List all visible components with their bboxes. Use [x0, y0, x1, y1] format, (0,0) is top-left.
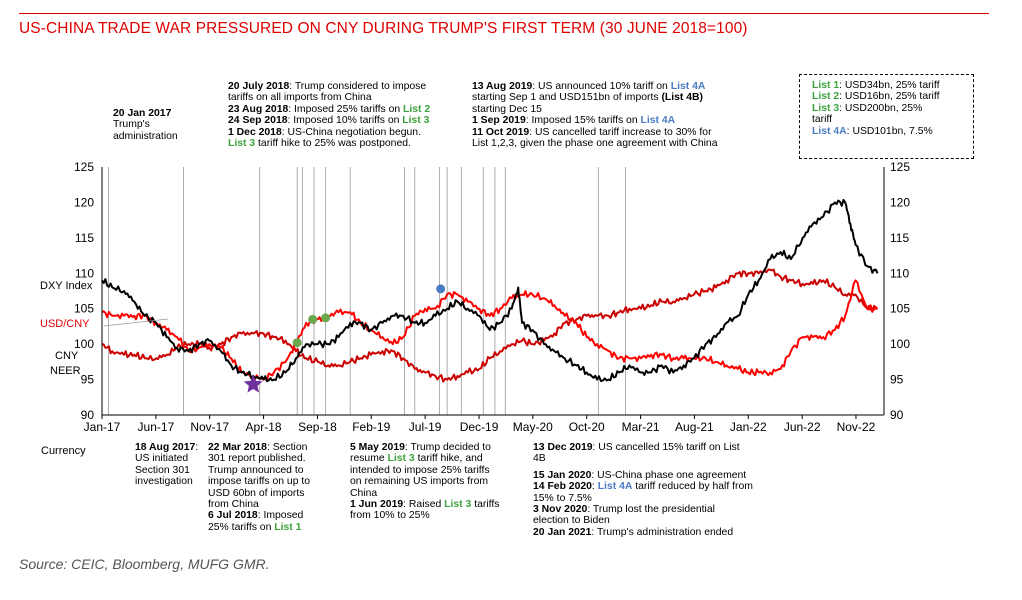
series-line-cneer: [101, 268, 878, 383]
x-tick-label: Jul-19: [409, 420, 442, 434]
x-tick-label: Jun-17: [138, 420, 175, 434]
y-tick-label-right: 100: [890, 337, 910, 351]
cneer-series-label-1: CNY: [55, 350, 79, 362]
x-tick-label: Oct-20: [569, 420, 605, 434]
dxy-series-label: DXY Index: [40, 280, 93, 292]
annotation-may2019: 5 May 2019: Trump decided to resume List…: [350, 442, 500, 522]
x-tick-label: Dec-19: [460, 420, 499, 434]
source-note: Source: CEIC, Bloomberg, MUFG GMR.: [19, 556, 270, 572]
y-tick-label-left: 105: [74, 302, 94, 316]
y-tick-label-left: 125: [74, 160, 94, 174]
chart-title: US-CHINA TRADE WAR PRESSURED ON CNY DURI…: [19, 20, 748, 37]
x-tick-label: Apr-18: [246, 420, 282, 434]
event-dot-marker: [292, 338, 302, 348]
annotation-jul2018: 20 July 2018: Trump considered to impose…: [228, 81, 431, 150]
star-marker: [243, 374, 263, 393]
y-tick-label-right: 110: [890, 266, 909, 280]
axis-ticks: 90 90 95 95 100 100 105 105 110 110 115 115 120 120 12…: [74, 160, 910, 434]
y-tick-label-left: 110: [75, 266, 94, 280]
x-tick-label: Aug-21: [675, 420, 714, 434]
usdcny-series-label: USD/CNY: [40, 318, 90, 330]
annotation-dec2019: 13 Dec 2019: US cancelled 15% tariff on …: [533, 442, 753, 538]
annotation-aug2019: 13 Aug 2019: US announced 10% tariff on …: [472, 81, 718, 150]
annotation-jan2017: 20 Jan 2017 Trump's administration: [113, 108, 178, 142]
y-tick-label-right: 125: [890, 160, 910, 174]
y-tick-label-left: 115: [75, 231, 94, 245]
x-tick-label: Nov-17: [190, 420, 229, 434]
y-tick-label-left: 120: [74, 195, 94, 209]
event-dot-marker: [321, 313, 331, 323]
x-tick-label: Jun-22: [784, 420, 821, 434]
y-tick-label-left: 95: [81, 373, 95, 387]
event-dot-marker: [308, 314, 318, 324]
title-rule: [19, 13, 989, 14]
series-line-dxy: [101, 198, 879, 383]
y-tick-label-left: 90: [81, 408, 95, 422]
annotation-mar2018: 22 Mar 2018: Section 301 report publishe…: [208, 442, 311, 533]
x-tick-label: May-20: [513, 420, 553, 434]
event-markers: [243, 284, 446, 393]
x-tick-label: Feb-19: [352, 420, 390, 434]
event-dot-marker: [436, 284, 446, 294]
x-tick-label: Nov-22: [837, 420, 876, 434]
annotation-aug2017: 18 Aug 2017: US initiated Section 301 in…: [135, 442, 199, 488]
usdcny-leader-line: [103, 318, 169, 327]
y-tick-label-left: 100: [74, 337, 94, 351]
x-tick-label: Mar-21: [622, 420, 660, 434]
y-tick-label-right: 105: [890, 302, 910, 316]
cneer-series-label-2: NEER: [50, 365, 81, 377]
y-tick-label-right: 90: [890, 408, 904, 422]
y-tick-label-right: 95: [890, 373, 904, 387]
x-tick-label: Jan-17: [84, 420, 121, 434]
x-tick-label: Sep-18: [298, 420, 337, 434]
tariff-lists-box: List 1: USD34bn, 25% tariff List 2: USD1…: [799, 74, 974, 159]
y-tick-label-right: 120: [890, 195, 910, 209]
series-lines: [101, 198, 879, 383]
series-line-usdcny: [101, 279, 879, 382]
x-tick-label: Jan-22: [730, 420, 767, 434]
event-lines: [108, 167, 626, 415]
currency-label: Currency: [41, 445, 86, 457]
y-tick-label-right: 115: [890, 231, 909, 245]
